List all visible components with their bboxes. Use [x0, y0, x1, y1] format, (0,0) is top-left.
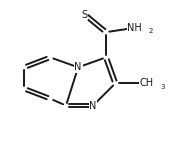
Text: NH: NH [127, 22, 142, 33]
Text: CH: CH [140, 78, 154, 88]
Text: S: S [82, 9, 88, 20]
Text: 2: 2 [148, 28, 153, 34]
Text: N: N [89, 101, 97, 111]
Text: 3: 3 [160, 84, 164, 90]
Text: N: N [74, 62, 82, 72]
